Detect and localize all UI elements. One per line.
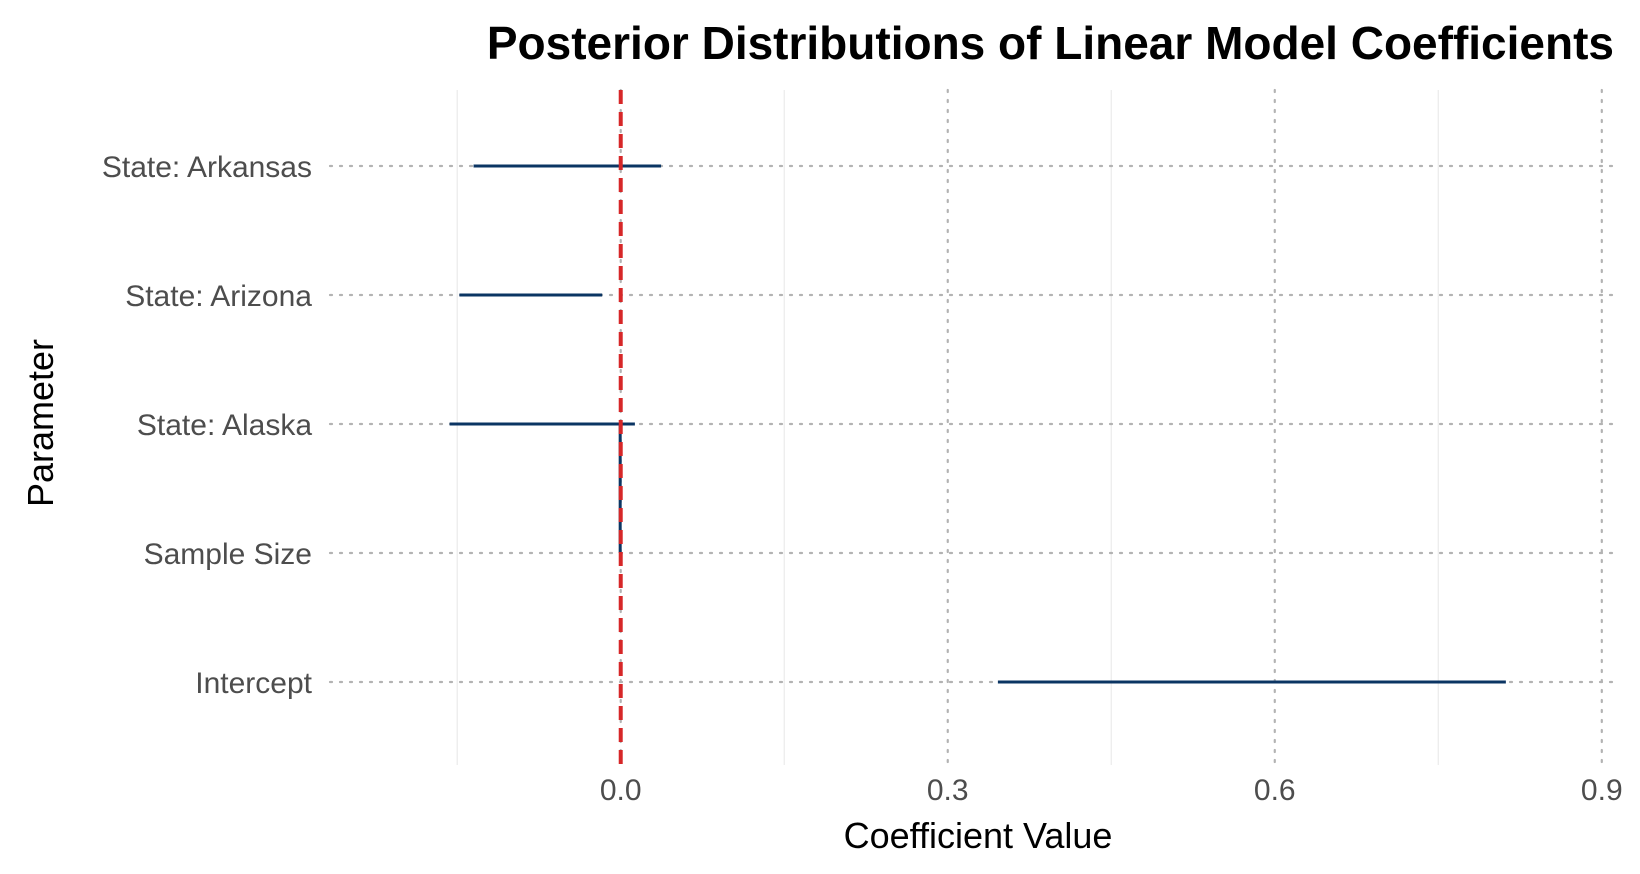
x-tick-label: 0.3 [927,774,969,807]
y-tick-label: State: Arkansas [102,151,312,184]
gridlines [328,88,1622,767]
y-tick-labels: Intercept Sample Size State: Alaska State: … [102,151,313,700]
x-tick-labels: 0.0 0.3 0.6 0.9 [600,774,1623,807]
y-tick-label: Intercept [195,667,312,700]
chart-title: Posterior Distributions of Linear Model … [487,17,1614,69]
x-tick-label: 0.9 [1581,774,1623,807]
y-axis-title: Parameter [20,339,61,507]
x-tick-label: 0.0 [600,774,642,807]
y-tick-label: Sample Size [144,538,312,571]
x-axis-title: Coefficient Value [844,815,1113,856]
y-tick-label: State: Arizona [125,280,312,313]
y-tick-label: State: Alaska [137,409,312,442]
x-tick-label: 0.6 [1254,774,1296,807]
